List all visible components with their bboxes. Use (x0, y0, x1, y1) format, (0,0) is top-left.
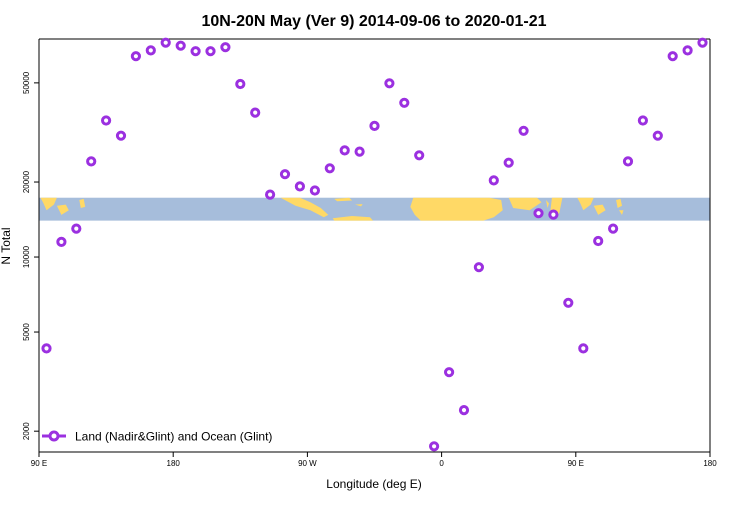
land-shape (56, 204, 69, 215)
data-point (399, 97, 410, 108)
data-point (86, 156, 97, 167)
data-point (488, 175, 499, 186)
data-point (145, 45, 156, 56)
data-point (71, 223, 82, 234)
land-shape (334, 197, 353, 202)
data-point (682, 45, 693, 56)
data-point (563, 297, 574, 308)
data-point (414, 150, 425, 161)
x-axis-label: Longitude (deg E) (326, 477, 421, 491)
land-shape (616, 198, 622, 208)
legend-label: Land (Nadir&Glint) and Ocean (Glint) (75, 430, 272, 444)
land-shape (40, 197, 57, 211)
map-ocean (39, 197, 710, 221)
y-tick-label: 5000 (22, 323, 31, 341)
data-point (56, 236, 67, 247)
chart-title: 10N-20N May (Ver 9) 2014-09-06 to 2020-0… (201, 13, 546, 30)
legend-marker-swatch (48, 430, 60, 442)
y-axis-label: N Total (0, 227, 13, 264)
data-point (503, 157, 514, 168)
data-point (473, 262, 484, 273)
data-point (175, 40, 186, 51)
data-point (279, 169, 291, 180)
data-point (593, 235, 604, 247)
data-point (652, 130, 663, 141)
data-point (384, 78, 395, 89)
axes: 90 E 180 90 W 0 90 E 180 2000 5000 10000 20000 500… (22, 38, 717, 468)
data-point (250, 107, 261, 118)
land-shape (280, 197, 329, 218)
data-point (458, 405, 470, 416)
y-tick-label: 50000 (22, 71, 31, 94)
data-point (533, 208, 544, 219)
land-shape (332, 216, 373, 221)
land-shape (593, 204, 606, 215)
data-point (220, 42, 231, 53)
land-shape (355, 204, 363, 207)
data-point (324, 163, 335, 174)
data-point (608, 223, 619, 234)
y-tick-label: 20000 (22, 170, 31, 193)
land-shape (577, 197, 594, 211)
data-point (429, 441, 440, 452)
data-point (667, 51, 678, 62)
data-point (190, 46, 201, 57)
data-point (369, 120, 380, 132)
data-point (115, 130, 127, 141)
data-point (265, 189, 276, 200)
data-point (697, 37, 708, 48)
land-shape (546, 200, 549, 208)
land-shape (410, 197, 503, 221)
data-point (130, 51, 141, 62)
data-point (294, 181, 305, 192)
y-tick-label: 2000 (22, 422, 31, 440)
x-tick-label: 90 W (298, 459, 317, 468)
land-shape (79, 198, 86, 208)
y-tick-label: 10000 (22, 245, 31, 268)
data-point (578, 343, 589, 354)
data-point (309, 185, 320, 196)
world-map-band (39, 197, 710, 221)
data-point (444, 367, 455, 378)
data-point (622, 156, 634, 167)
x-tick-label: 90 E (568, 459, 584, 468)
x-tick-label: 90 E (31, 459, 47, 468)
data-point (518, 125, 529, 136)
x-tick-label: 0 (439, 459, 444, 468)
data-point (160, 37, 171, 48)
data-point (339, 145, 350, 156)
data-point (354, 146, 365, 157)
land-shape (619, 210, 624, 215)
data-point (101, 115, 112, 126)
x-tick-label: 180 (167, 459, 181, 468)
data-points (41, 37, 708, 452)
x-tick-label: 180 (703, 459, 717, 468)
data-point (235, 78, 246, 90)
legend: Land (Nadir&Glint) and Ocean (Glint) (42, 430, 272, 444)
land-shape (508, 197, 542, 211)
data-point (548, 209, 559, 220)
data-point (637, 115, 649, 126)
data-point (205, 46, 216, 57)
data-point (41, 343, 52, 354)
